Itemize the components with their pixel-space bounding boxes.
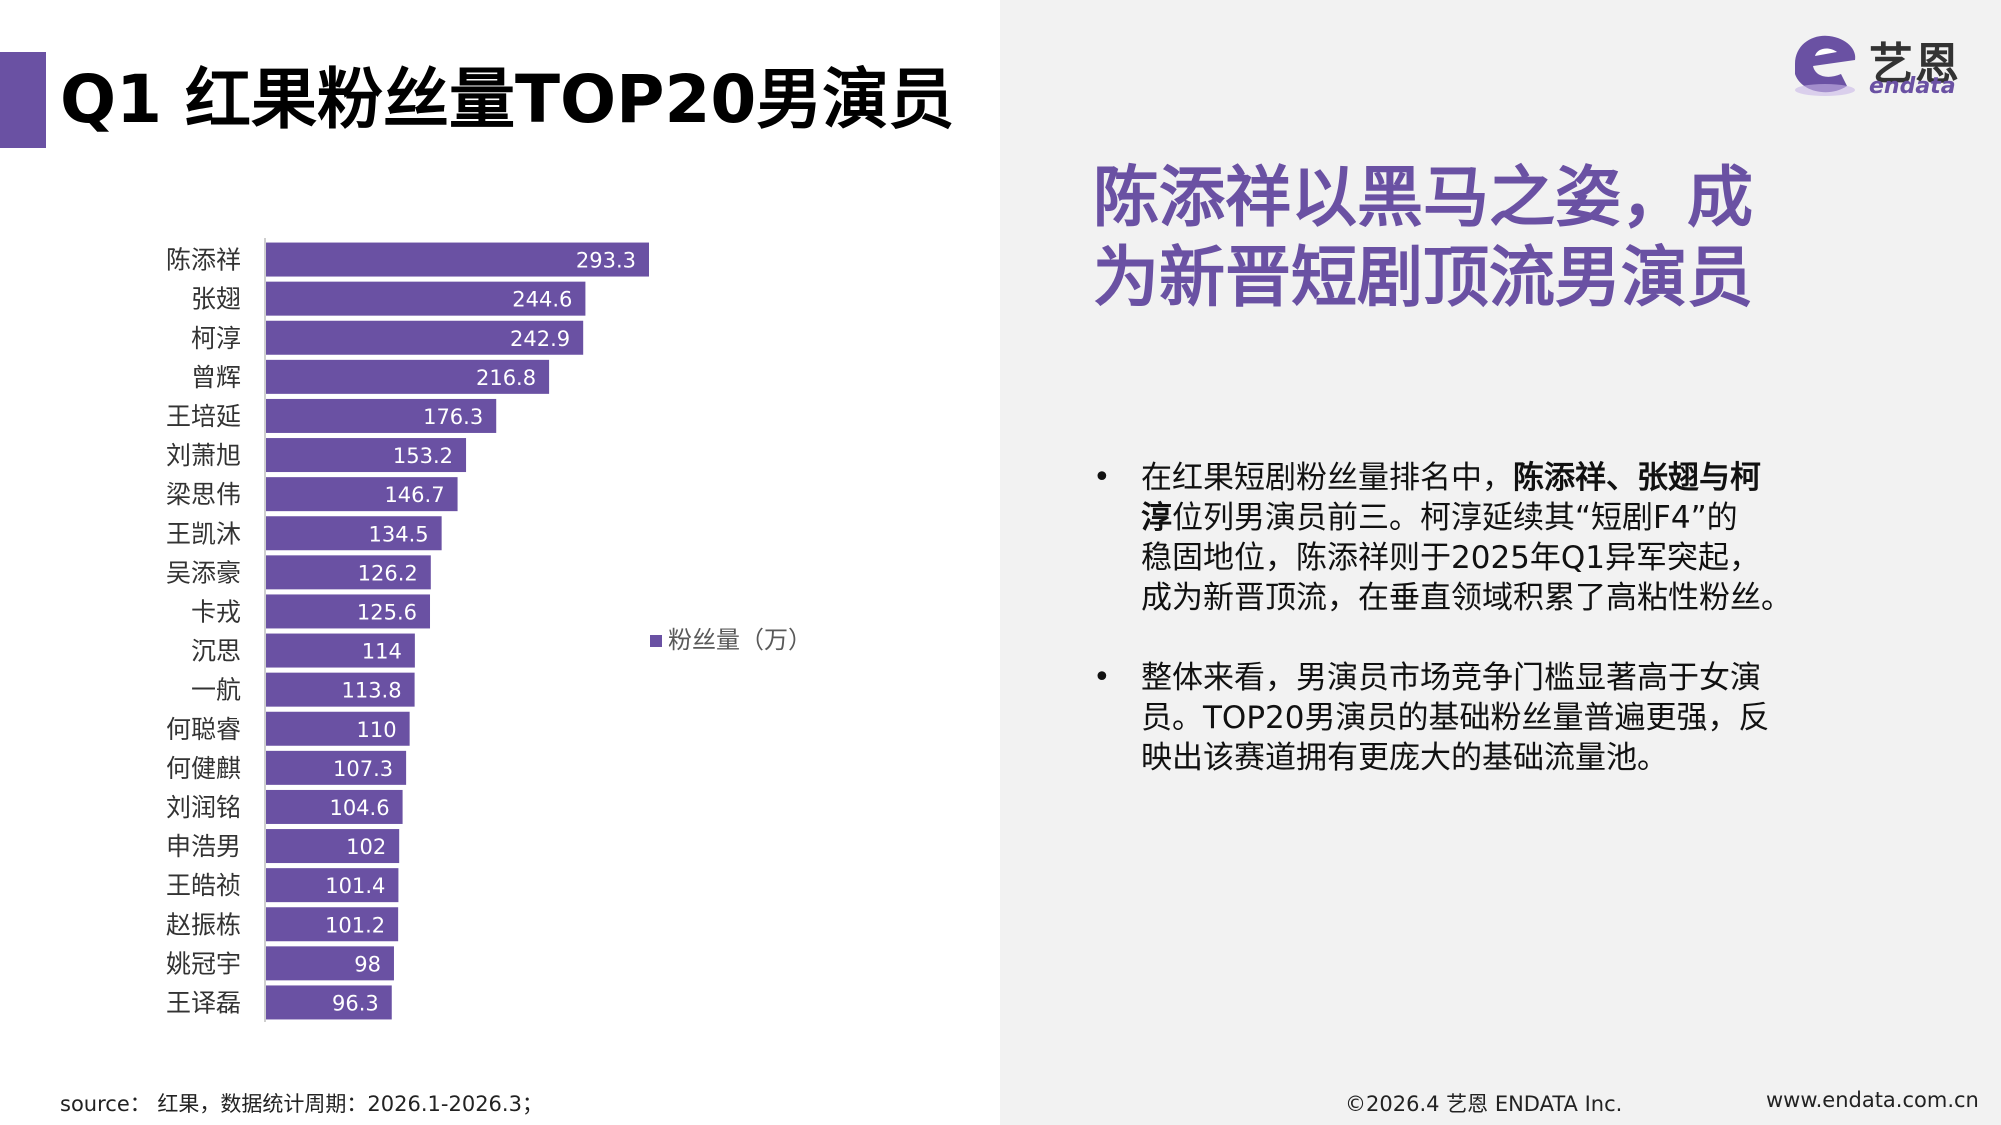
y-tick-label: 申浩男 (166, 832, 241, 861)
legend-swatch (650, 635, 662, 647)
bar (266, 398, 497, 433)
bar (266, 633, 415, 668)
bullet-line: 整体来看，男演员市场竞争门槛显著高于女演 (1141, 658, 1853, 698)
bullet-text-bold: 淳 (1141, 500, 1172, 536)
bullet-dot-icon: • (1093, 660, 1111, 695)
logo-text-en: endata (1869, 74, 1956, 99)
y-tick-label: 柯淳 (191, 324, 241, 353)
logo-text-cn: 艺恩 (1869, 39, 1961, 90)
bullet-list: • 在红果短剧粉丝量排名中，陈添祥、张翅与柯 淳位列男演员前三。柯淳延续其“短剧F4… (1093, 458, 1853, 818)
bullet-text: 映出该赛道拥有更庞大的基础流量池。 (1141, 740, 1668, 776)
bar-data-label: 125.6 (357, 600, 417, 624)
bullet-dot-icon: • (1093, 460, 1111, 495)
y-tick-label: 一航 (191, 676, 241, 705)
endata-logo: 艺恩 endata (1785, 30, 1965, 100)
endata-logo-icon (1795, 35, 1856, 96)
bullet-text: 稳固地位，陈添祥则于2025年Q1异军突起， (1141, 540, 1761, 576)
bullet-line: 员。TOP20男演员的基础粉丝量普遍更强，反 (1141, 698, 1853, 738)
bullet-text: 成为新晋顶流，在垂直领域积累了高粘性粉丝。 (1141, 580, 1792, 616)
bar-data-label: 176.3 (423, 405, 483, 429)
bar (266, 359, 550, 394)
bullet-text: 整体来看，男演员市场竞争门槛显著高于女演 (1141, 660, 1761, 696)
y-tick-label: 何健麒 (166, 754, 241, 783)
bar (266, 946, 394, 981)
page-title: Q1 红果粉丝量TOP20男演员 (60, 61, 955, 138)
footer-copyright: ©2026.4 艺恩 ENDATA Inc. (1345, 1092, 1623, 1116)
bar-data-label: 216.8 (476, 366, 536, 390)
bar (266, 320, 584, 355)
y-tick-label: 姚冠宇 (166, 949, 241, 978)
footer-url[interactable]: www.endata.com.cn (1766, 1088, 1979, 1112)
bar (266, 868, 399, 903)
bar (266, 789, 403, 824)
bar-data-label: 146.7 (384, 483, 444, 507)
bar-data-label: 101.2 (325, 913, 385, 937)
bullet-text: 位列男演员前三。柯淳延续其“短剧F4”的 (1172, 500, 1738, 536)
y-tick-label: 王培延 (166, 402, 241, 431)
bullet-line: 成为新晋顶流，在垂直领域积累了高粘性粉丝。 (1141, 578, 1853, 618)
bar (266, 594, 431, 629)
bar-data-label: 102 (346, 835, 386, 859)
bar-data-label: 104.6 (329, 796, 389, 820)
headline-line: 陈添祥以黑马之姿，成 (1093, 159, 1753, 236)
bar-data-label: 242.9 (510, 327, 570, 351)
right-panel (1000, 0, 2001, 1125)
bar (266, 907, 399, 942)
bar (266, 672, 415, 707)
y-tick-label: 梁思伟 (166, 480, 241, 509)
bar (266, 750, 407, 785)
y-tick-label: 卡戎 (191, 597, 241, 626)
bar (266, 242, 649, 277)
bar (266, 985, 392, 1020)
bar-chart-svg: 293.3 陈添祥 244.6 张翅 242.9 柯淳 216.8 曾辉 176.3 王培延 153… (166, 238, 812, 1022)
bullet-item: • 在红果短剧粉丝量排名中，陈添祥、张翅与柯 淳位列男演员前三。柯淳延续其“短剧F4… (1093, 458, 1853, 618)
bar-data-label: 126.2 (358, 561, 418, 585)
bullet-line: 在红果短剧粉丝量排名中，陈添祥、张翅与柯 (1141, 458, 1853, 498)
y-tick-label: 吴添豪 (166, 558, 241, 587)
y-tick-label: 王译磊 (166, 988, 241, 1017)
bullet-line: 映出该赛道拥有更庞大的基础流量池。 (1141, 738, 1853, 778)
y-tick-label: 曾辉 (191, 363, 241, 392)
bar-data-label: 107.3 (333, 757, 393, 781)
bullet-item: • 整体来看，男演员市场竞争门槛显著高于女演 员。TOP20男演员的基础粉丝量普遍更… (1093, 658, 1853, 778)
bullet-text: 员。TOP20男演员的基础粉丝量普遍更强，反 (1141, 700, 1770, 736)
title-accent-bar (0, 52, 46, 148)
bar-data-label: 101.4 (325, 874, 385, 898)
bar (266, 711, 410, 746)
y-tick-label: 刘润铭 (166, 793, 241, 822)
y-tick-label: 张翅 (191, 285, 241, 314)
y-tick-label: 赵振栋 (166, 910, 241, 939)
y-tick-label: 王凯沐 (166, 519, 241, 548)
y-tick-label: 王皓祯 (166, 871, 241, 900)
bar-data-label: 96.3 (332, 991, 379, 1015)
bar (266, 555, 431, 590)
bar (266, 281, 586, 316)
bullet-text-bold: 陈添祥、张翅与柯 (1513, 460, 1761, 496)
bar (266, 829, 400, 864)
bar-data-label: 134.5 (369, 522, 429, 546)
bar-data-label: 98 (354, 952, 381, 976)
legend-label: 粉丝量（万） (668, 626, 812, 654)
headline: 陈添祥以黑马之姿，成 为新晋短剧顶流男演员 (1093, 158, 1793, 318)
bar-data-label: 114 (362, 640, 402, 664)
bar-data-label: 110 (357, 718, 397, 742)
y-tick-label: 何聪睿 (166, 715, 241, 744)
bar-data-label: 153.2 (393, 444, 453, 468)
bar-data-label: 293.3 (576, 249, 636, 273)
bar (266, 438, 467, 473)
bullet-line: 稳固地位，陈添祥则于2025年Q1异军突起， (1141, 538, 1853, 578)
y-tick-label: 陈添祥 (166, 246, 241, 275)
y-tick-label: 沉思 (191, 637, 241, 666)
footer-source: source： 红果，数据统计周期：2026.1-2026.3； (60, 1092, 543, 1116)
y-tick-label: 刘萧旭 (166, 441, 241, 470)
bullet-line: 淳位列男演员前三。柯淳延续其“短剧F4”的 (1141, 498, 1853, 538)
bar (266, 477, 458, 512)
bar-data-label: 244.6 (512, 288, 572, 312)
bar-chart: 293.3 陈添祥 244.6 张翅 242.9 柯淳 216.8 曾辉 176.3 王培延 153… (0, 0, 1000, 1125)
bar-data-label: 113.8 (341, 679, 401, 703)
bar (266, 516, 442, 551)
headline-line: 为新晋短剧顶流男演员 (1093, 239, 1753, 316)
bullet-text: 在红果短剧粉丝量排名中， (1141, 460, 1513, 496)
